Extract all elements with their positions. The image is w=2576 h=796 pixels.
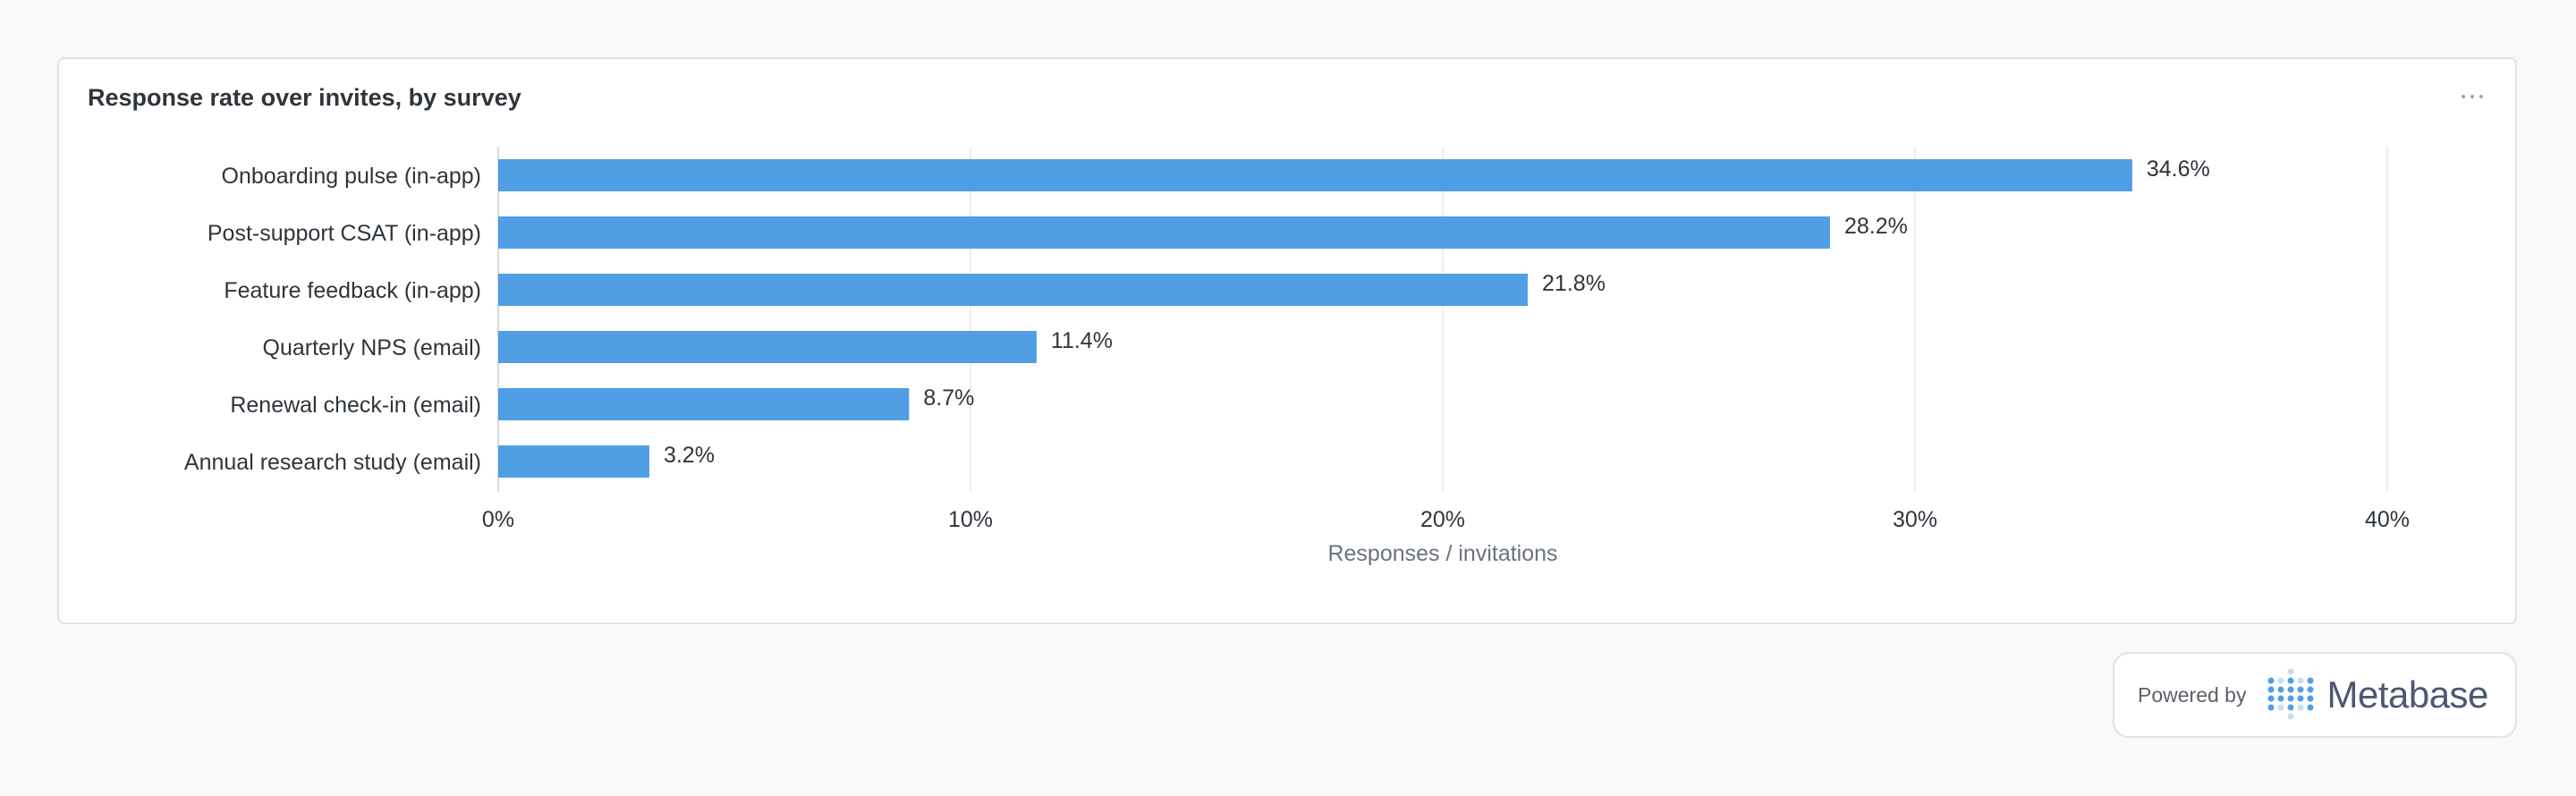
dashboard-card: Response rate over invites, by survey (57, 57, 2517, 624)
category-label: Onboarding pulse (in-app) (222, 164, 481, 189)
data-label: 28.2% (1844, 214, 1908, 239)
bars (498, 159, 2132, 478)
bar[interactable] (498, 274, 1529, 306)
bar-chart: 0% 10% 20% 30% 40% Onboarding pulse (in-app) 3… (184, 147, 2410, 566)
x-axis-title: Responses / invitations (1327, 541, 1557, 566)
data-label: 11.4% (1051, 328, 1113, 353)
more-options-button[interactable] (2454, 84, 2490, 109)
category-label: Quarterly NPS (email) (263, 335, 482, 360)
labels: 0% 10% 20% 30% 40% Onboarding pulse (in-app) 3… (184, 157, 2410, 532)
card-title: Response rate over invites, by survey (88, 84, 521, 111)
data-label: 8.7% (923, 385, 974, 411)
metabase-logo-icon (2267, 668, 2314, 720)
category-label: Annual research study (email) (184, 450, 481, 475)
data-label: 3.2% (664, 443, 715, 468)
x-tick-label: 30% (1893, 507, 1937, 532)
category-label: Feature feedback (in-app) (224, 278, 481, 303)
bar[interactable] (498, 216, 1830, 249)
x-tick-label: 40% (2365, 507, 2410, 532)
metabase-brand-name: Metabase (2326, 673, 2488, 716)
x-tick-label: 20% (1420, 507, 1465, 532)
x-tick-label: 10% (948, 507, 993, 532)
category-label: Post-support CSAT (in-app) (208, 221, 481, 246)
x-tick-label: 0% (482, 507, 514, 532)
data-label: 21.8% (1542, 271, 1606, 296)
powered-by-badge[interactable]: Powered by Metabase (2113, 652, 2517, 738)
bar[interactable] (498, 445, 649, 478)
powered-by-label: Powered by (2138, 682, 2247, 707)
bar[interactable] (498, 159, 2132, 191)
data-label: 34.6% (2147, 157, 2210, 182)
bar[interactable] (498, 331, 1037, 363)
ellipsis-icon (2462, 95, 2483, 98)
category-label: Renewal check-in (email) (230, 393, 481, 418)
bar[interactable] (498, 388, 910, 420)
gridlines (497, 147, 2388, 492)
